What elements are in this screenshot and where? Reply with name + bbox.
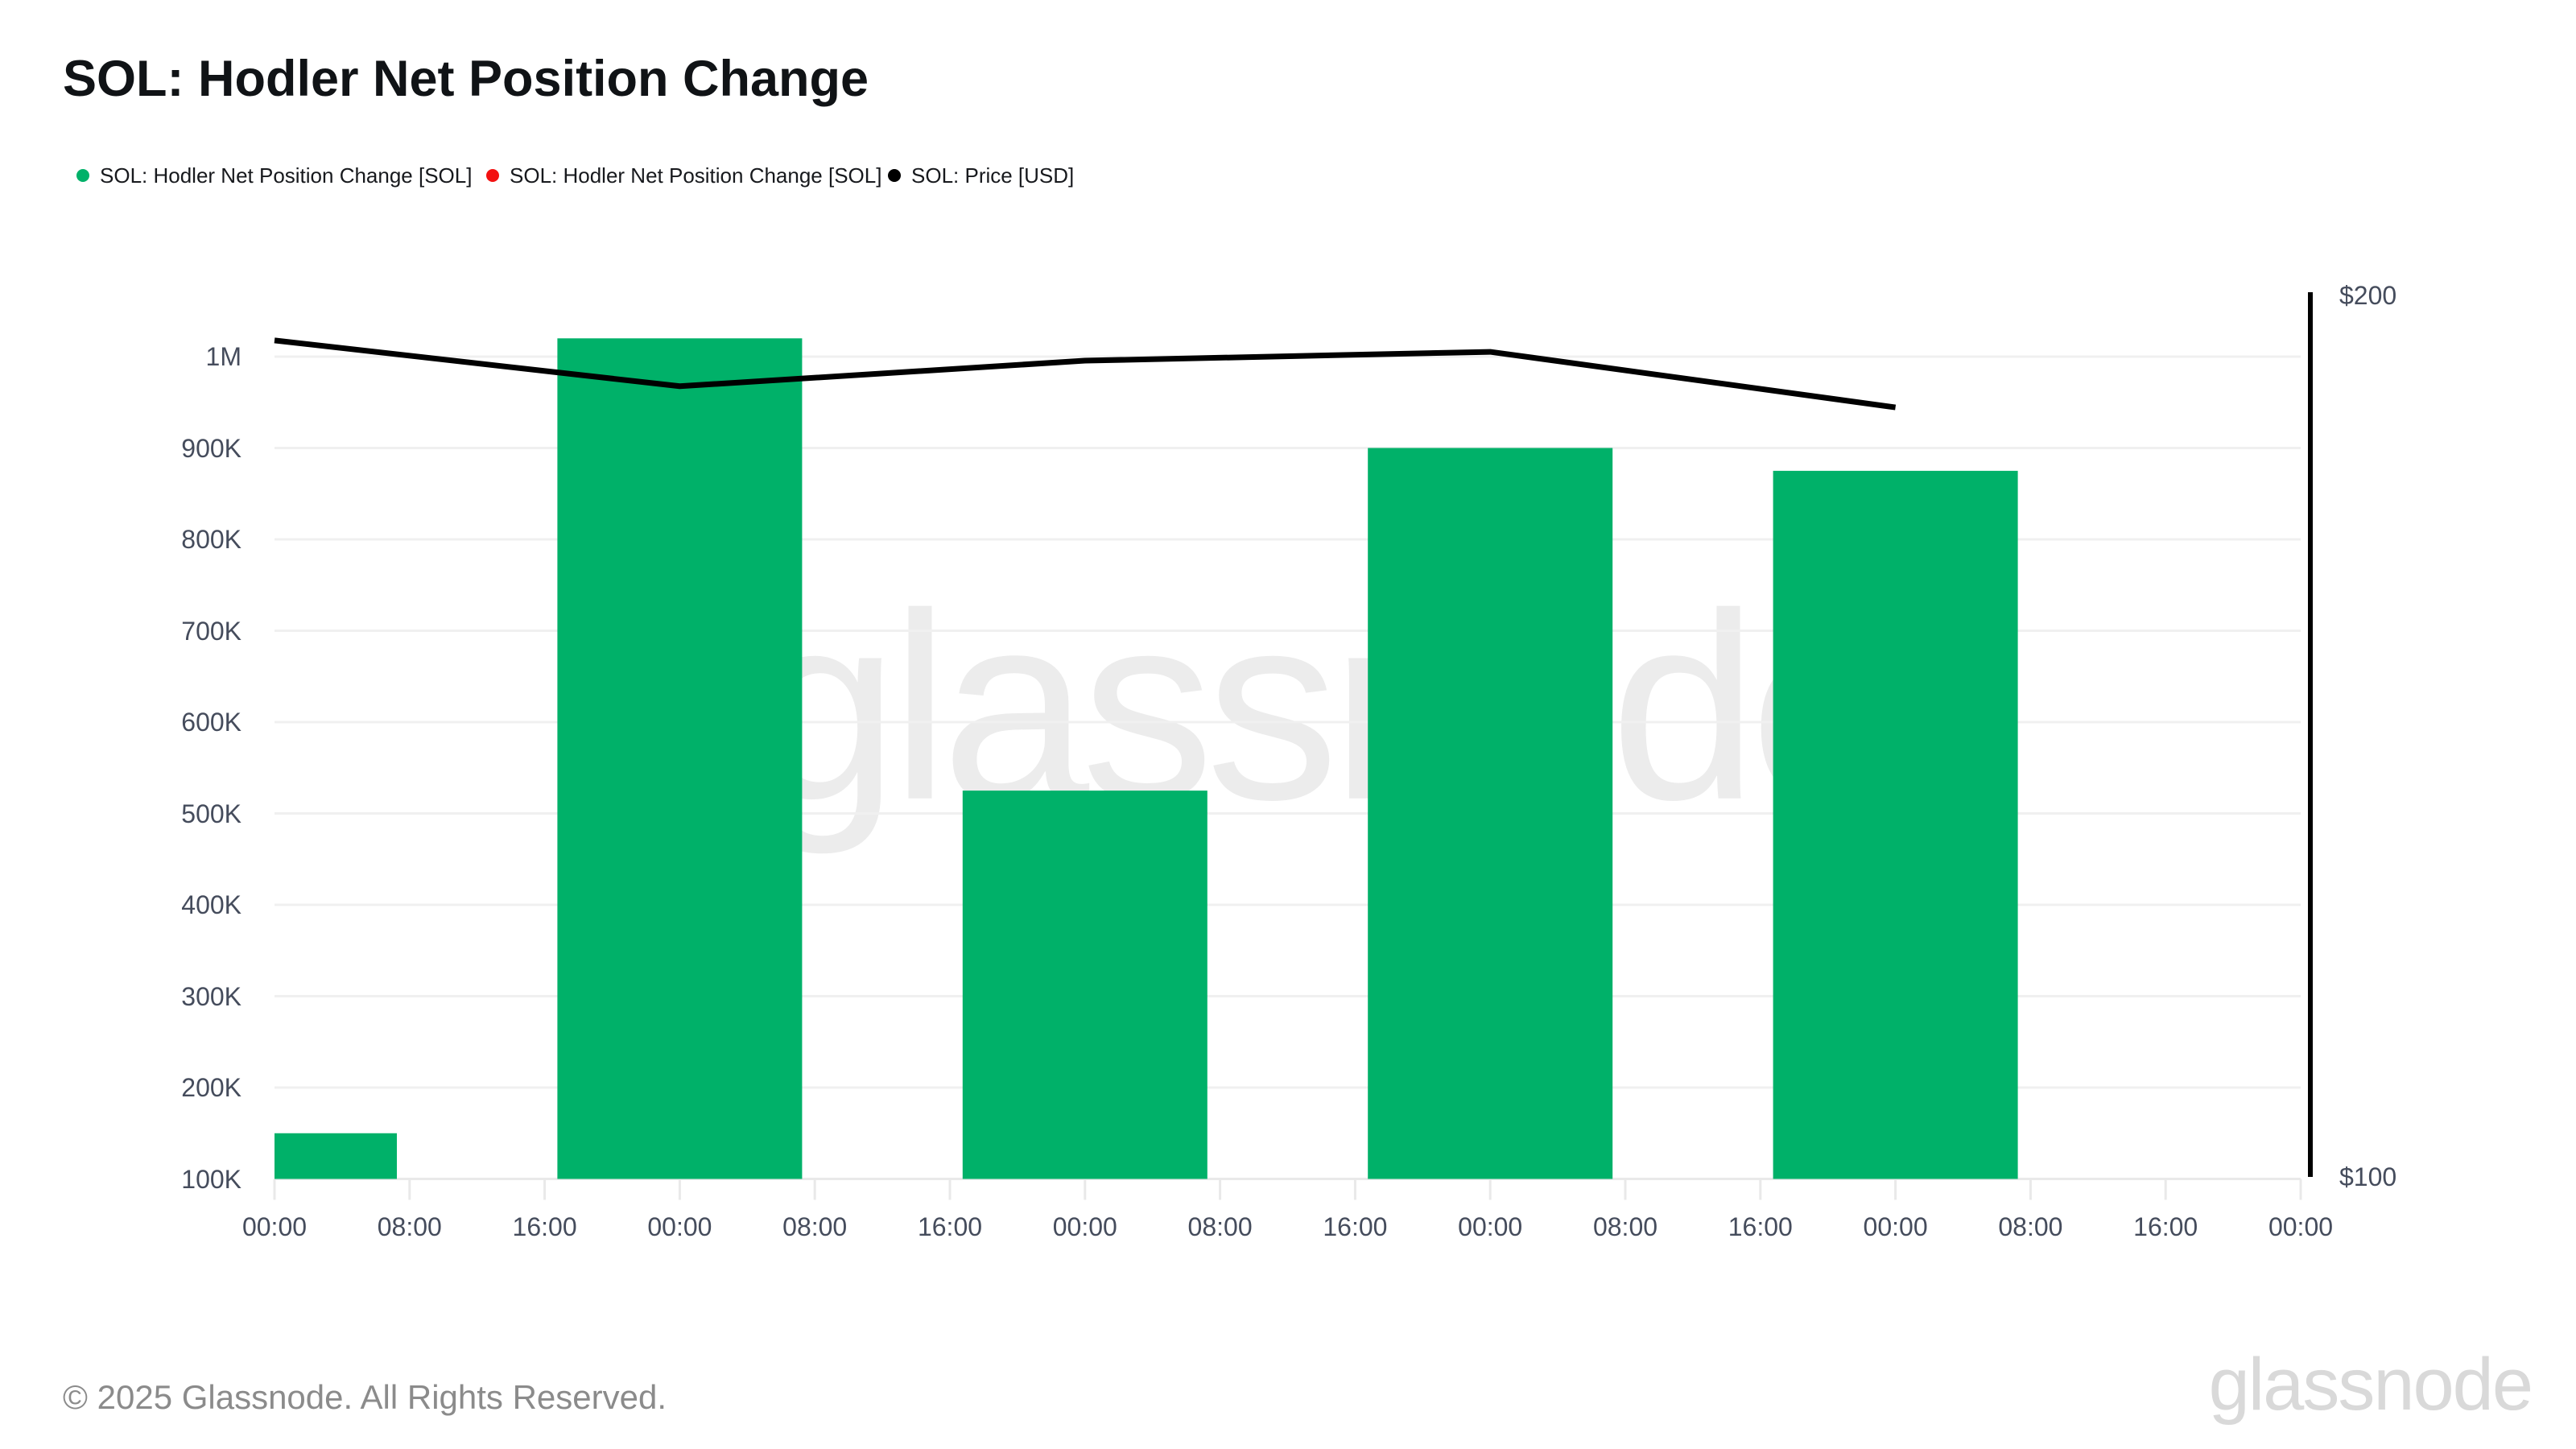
y-axis-tick-label: 900K: [181, 433, 242, 463]
bar: [557, 338, 803, 1179]
y-axis-tick-label: 400K: [181, 890, 242, 919]
glassnode-logo: glassnode: [2208, 1344, 2533, 1426]
right-axis-label-200: $200: [2339, 281, 2397, 310]
legend-item-hodler-net-position-red: SOL: Hodler Net Position Change [SOL]: [486, 161, 881, 190]
bar: [1773, 470, 2018, 1179]
copyright-text: © 2025 Glassnode. All Rights Reserved.: [63, 1378, 667, 1416]
green-dot-icon: [76, 169, 89, 182]
x-axis-tick-label: 08:00: [1592, 1212, 1658, 1241]
legend-label: SOL: Price [USD]: [911, 163, 1075, 188]
x-axis-tick-label: 00:00: [647, 1212, 712, 1241]
x-axis-tick-label: 00:00: [2268, 1212, 2334, 1241]
x-axis-tick-label: 08:00: [1187, 1212, 1253, 1241]
x-axis-tick-label: 08:00: [377, 1212, 442, 1241]
price-line: [274, 337, 1897, 411]
x-axis-tick-label: 00:00: [242, 1212, 308, 1241]
page-title: SOL: Hodler Net Position Change: [63, 51, 869, 107]
black-dot-icon: [888, 169, 901, 182]
x-axis-tick-label: 08:00: [782, 1212, 848, 1241]
glassnode-watermark: glassnode: [750, 557, 1897, 855]
y-axis-labels-left: 1M 900K 800K 700K 600K 500K 400K 300K 200K 100K: [0, 0, 266, 1449]
x-axis-tick-label: 16:00: [917, 1212, 983, 1241]
y-axis-tick-label: 300K: [181, 981, 242, 1011]
legend: SOL: Hodler Net Position Change [SOL] SO…: [0, 161, 2576, 190]
bar: [962, 791, 1208, 1179]
x-axis-tick-label: 16:00: [1728, 1212, 1793, 1241]
right-axis-label-100: $100: [2339, 1162, 2397, 1191]
bar: [1368, 448, 1613, 1179]
legend-label: SOL: Hodler Net Position Change [SOL]: [510, 163, 882, 188]
legend-item-price: SOL: Price [USD]: [888, 161, 1074, 190]
y-axis-tick-label: 100K: [181, 1164, 242, 1194]
legend-label: SOL: Hodler Net Position Change [SOL]: [100, 163, 473, 188]
x-axis-tick-label: 16:00: [512, 1212, 577, 1241]
y-axis-tick-label: 200K: [181, 1073, 242, 1102]
bar: [275, 1133, 397, 1179]
red-dot-icon: [486, 169, 499, 182]
y-axis-tick-label: 500K: [181, 799, 242, 828]
y-axis-tick-label: 1M: [205, 342, 242, 371]
y-axis-tick-label: 800K: [181, 525, 242, 554]
x-axis-tick-label: 00:00: [1863, 1212, 1928, 1241]
x-axis-tick-label: 16:00: [2133, 1212, 2198, 1241]
y-axis-tick-label: 700K: [181, 616, 242, 646]
x-axis-tick-label: 08:00: [1998, 1212, 2063, 1241]
legend-item-hodler-net-position-green: SOL: Hodler Net Position Change [SOL]: [76, 161, 472, 190]
x-axis-tick-label: 16:00: [1323, 1212, 1388, 1241]
y-axis-tick-label: 600K: [181, 708, 242, 737]
x-axis-tick-label: 00:00: [1052, 1212, 1117, 1241]
x-axis-tick-label: 00:00: [1458, 1212, 1523, 1241]
